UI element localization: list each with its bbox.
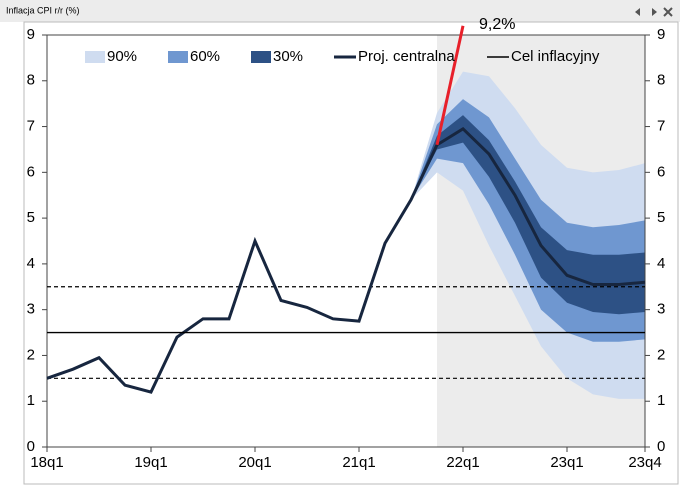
y-tick-label: 9: [27, 26, 35, 43]
annotation-label: 9,2%: [479, 16, 515, 33]
legend-label: Cel inflacyjny: [511, 48, 600, 65]
fan-band: [411, 115, 645, 315]
legend-swatch: [85, 51, 105, 63]
x-tick-label: 21q1: [342, 454, 375, 471]
y2-tick-label: 8: [657, 72, 665, 89]
y2-tick-label: 7: [657, 118, 665, 135]
y2-tick-label: 2: [657, 346, 665, 363]
y-tick-label: 2: [27, 346, 35, 363]
nav-next[interactable]: [652, 8, 657, 16]
x-tick-label: 20q1: [238, 454, 271, 471]
y-tick-label: 4: [27, 255, 35, 272]
y-tick-label: 0: [27, 438, 35, 455]
central-line: [46, 126, 646, 394]
y2-tick-label: 4: [657, 255, 665, 272]
y2-tick-label: 0: [657, 438, 665, 455]
x-tick-label: 23q1: [550, 454, 583, 471]
nav-prev[interactable]: [635, 8, 640, 16]
x-tick-label: 18q1: [30, 454, 63, 471]
y2-tick-label: 5: [657, 209, 665, 226]
window-controls[interactable]: [635, 7, 673, 17]
x-tick-label: 23q4: [628, 454, 661, 471]
y2-tick-label: 1: [657, 392, 665, 409]
legend-label: 30%: [273, 48, 303, 65]
y-tick-label: 3: [27, 301, 35, 318]
legend-swatch: [168, 51, 188, 63]
window-title: Inflacja CPI r/r (%): [6, 5, 80, 15]
plot-frame: [46, 34, 646, 448]
y-tick-label: 8: [27, 72, 35, 89]
y-tick-label: 6: [27, 163, 35, 180]
legend-label: 60%: [190, 48, 220, 65]
close[interactable]: [663, 7, 673, 17]
legend-swatch: [251, 51, 271, 63]
y2-tick-label: 9: [657, 26, 665, 43]
legend-label: 90%: [107, 48, 137, 65]
x-tick-label: 22q1: [446, 454, 479, 471]
y2-tick-label: 6: [657, 163, 665, 180]
window-header: [0, 0, 680, 22]
annotation-line: [435, 25, 465, 146]
y2-tick-label: 3: [657, 301, 665, 318]
y-tick-label: 5: [27, 209, 35, 226]
legend-label: Proj. centralna: [358, 48, 455, 65]
x-tick-label: 19q1: [134, 454, 167, 471]
y-tick-label: 1: [27, 392, 35, 409]
y-tick-label: 7: [27, 118, 35, 135]
